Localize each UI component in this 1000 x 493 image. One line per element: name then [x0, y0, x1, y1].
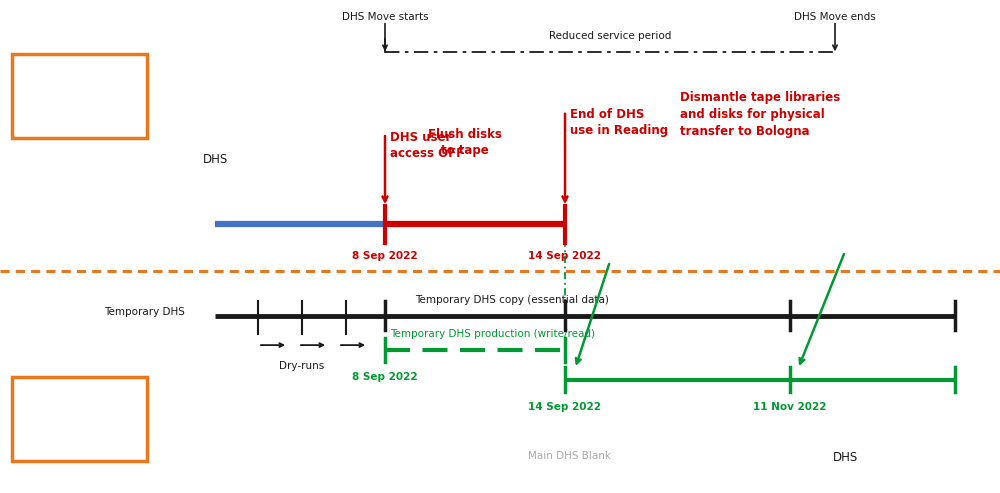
- Bar: [12, 377, 147, 461]
- Text: 14 Sep 2022: 14 Sep 2022: [528, 251, 602, 261]
- Text: BOLOGNA: BOLOGNA: [30, 410, 129, 428]
- Text: Temporary DHS: Temporary DHS: [105, 307, 185, 317]
- Text: Flush disks
to tape: Flush disks to tape: [428, 128, 502, 157]
- Text: DHS: DHS: [832, 451, 858, 464]
- Text: Main DHS Blank: Main DHS Blank: [528, 451, 612, 461]
- Text: 11 Nov 2022: 11 Nov 2022: [753, 402, 827, 412]
- Text: Dismantle tape libraries
and disks for physical
transfer to Bologna: Dismantle tape libraries and disks for p…: [680, 91, 840, 138]
- Text: DHS Move starts: DHS Move starts: [342, 12, 428, 22]
- Text: DHS: DHS: [202, 153, 228, 166]
- Text: 14 Sep 2022: 14 Sep 2022: [528, 402, 602, 412]
- Text: 8 Sep 2022: 8 Sep 2022: [352, 251, 418, 261]
- Text: DHS user
access OFF: DHS user access OFF: [390, 131, 464, 160]
- Text: Temporary DHS copy (essential data): Temporary DHS copy (essential data): [415, 295, 609, 305]
- Text: 8 Sep 2022: 8 Sep 2022: [352, 372, 418, 382]
- Bar: [12, 54, 147, 138]
- Text: Dry-runs: Dry-runs: [279, 361, 325, 371]
- Text: End of DHS
use in Reading: End of DHS use in Reading: [570, 108, 668, 138]
- Text: READING: READING: [34, 87, 125, 105]
- Text: DHS Move ends: DHS Move ends: [794, 12, 876, 22]
- Text: Temporary DHS production (write/read): Temporary DHS production (write/read): [390, 329, 595, 339]
- Text: Reduced service period: Reduced service period: [549, 31, 671, 41]
